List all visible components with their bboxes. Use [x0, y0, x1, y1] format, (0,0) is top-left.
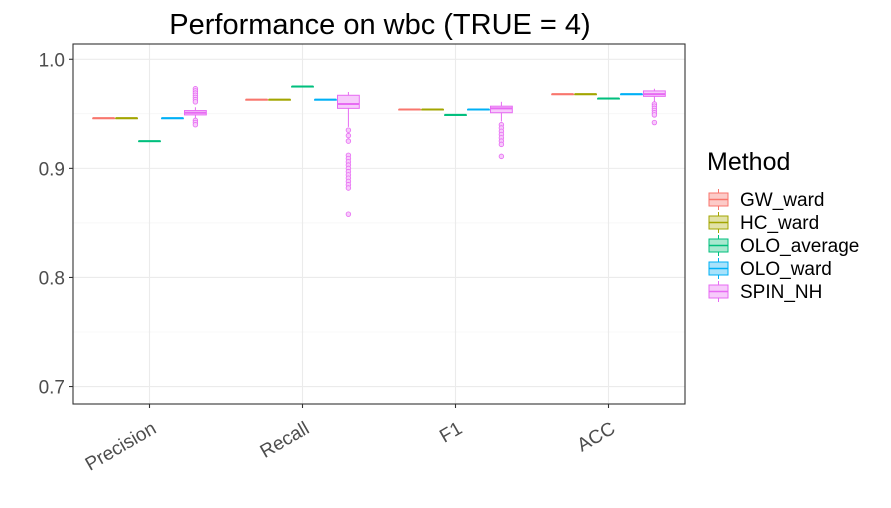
x-tick-label: Precision — [82, 418, 160, 475]
series-gw-ward — [92, 93, 575, 120]
legend-label: OLO_ward — [740, 259, 832, 280]
y-tick-label: 0.7 — [39, 378, 65, 399]
x-axis: Precision Recall F1 ACC — [82, 404, 619, 475]
legend-item: OLO_average — [707, 234, 859, 257]
series-olo-average — [138, 85, 620, 143]
y-tick-label: 0.8 — [39, 268, 65, 289]
chart-title: Performance on wbc (TRUE = 4) — [169, 9, 590, 41]
y-axis: 0.7 0.8 0.9 1.0 — [39, 50, 73, 399]
x-tick-label: ACC — [574, 418, 619, 456]
outlier-point — [192, 122, 199, 128]
legend-label: OLO_average — [740, 236, 859, 257]
box — [336, 94, 360, 109]
y-tick-label: 1.0 — [39, 50, 65, 71]
legend-item: SPIN_NH — [707, 280, 822, 303]
outlier-point — [651, 119, 658, 126]
x-tick-label: Recall — [257, 418, 313, 463]
outlier-point — [651, 112, 658, 118]
series-spin-nh — [183, 86, 666, 217]
legend-label: SPIN_NH — [740, 282, 822, 303]
x-tick-label: F1 — [436, 418, 466, 447]
legend-item: GW_ward — [707, 188, 824, 211]
outlier-point — [345, 185, 352, 191]
outlier-point — [192, 99, 199, 105]
minor-gridlines — [73, 113, 685, 333]
plot-border — [72, 43, 686, 405]
legend: Method GW_wardHC_wardOLO_averageOLO_ward… — [707, 148, 859, 303]
major-gridlines — [73, 44, 685, 404]
y-tick-label: 0.9 — [39, 159, 65, 180]
series-hc-ward — [115, 93, 597, 120]
legend-label: HC_ward — [740, 213, 819, 234]
legend-label: GW_ward — [740, 190, 824, 211]
outlier-point — [345, 138, 352, 144]
outlier-point — [345, 127, 352, 133]
legend-item: OLO_ward — [707, 257, 832, 280]
outlier-point — [498, 153, 505, 160]
outlier-point — [345, 211, 352, 217]
outlier-point — [345, 132, 352, 139]
legend-item: HC_ward — [707, 211, 819, 234]
box-series — [92, 85, 666, 217]
box — [489, 105, 513, 114]
outlier-point — [498, 141, 505, 148]
legend-title: Method — [707, 148, 790, 176]
series-olo-ward — [161, 93, 643, 120]
plot-panel — [73, 44, 685, 404]
